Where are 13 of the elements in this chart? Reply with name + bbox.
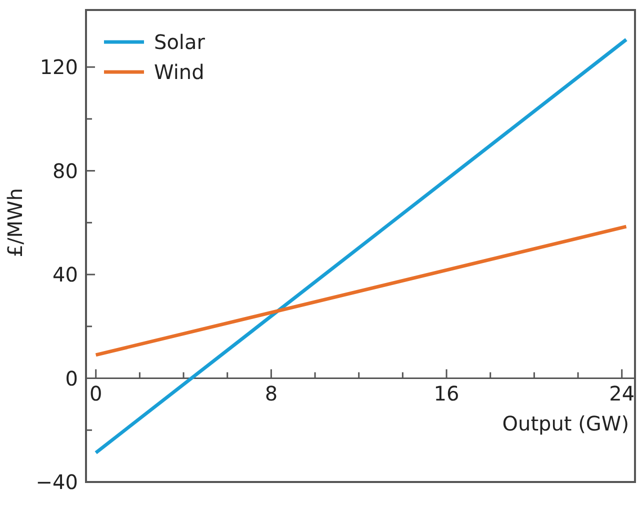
x-tick-label: 8 <box>264 381 278 406</box>
x-tick-label: 16 <box>434 381 460 406</box>
y-tick-label: 0 <box>65 366 78 390</box>
x-axis-title: Output (GW) <box>502 411 629 436</box>
y-tick-label: 120 <box>40 55 78 80</box>
y-tick-label: 80 <box>52 158 78 183</box>
y-axis-title: £/MWh <box>3 188 27 258</box>
x-tick-label: 24 <box>609 381 635 406</box>
y-tick-label: −40 <box>36 470 78 494</box>
x-tick-label: 0 <box>89 381 102 406</box>
legend-label: Wind <box>154 60 204 84</box>
y-tick-label: 40 <box>52 262 78 287</box>
legend-label: Solar <box>154 30 206 54</box>
